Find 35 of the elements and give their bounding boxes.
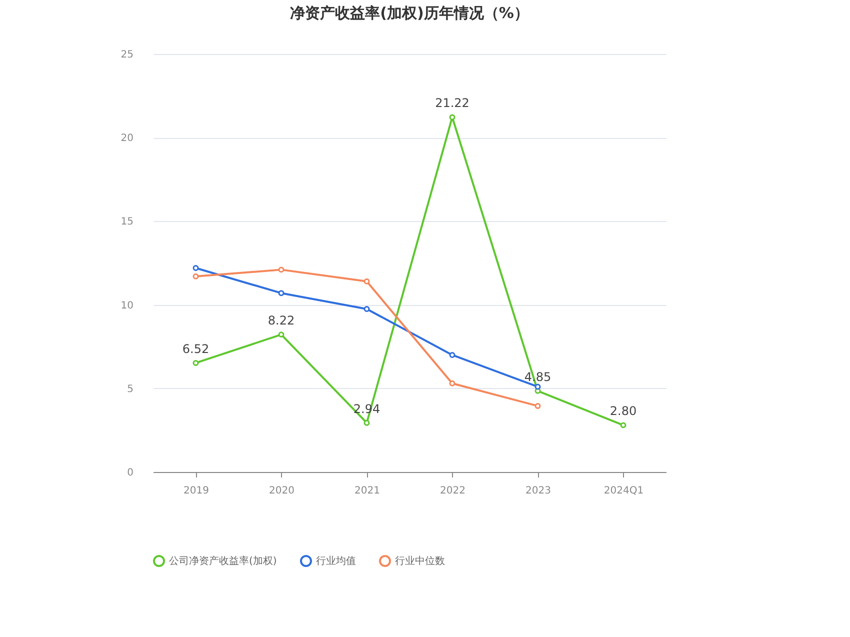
point	[449, 352, 456, 358]
point	[364, 278, 370, 284]
y-tick-label: 5	[127, 384, 134, 395]
point	[278, 266, 284, 273]
y-tick-label: 25	[120, 50, 134, 60]
point	[534, 384, 541, 390]
x-tick-label: 2022	[440, 486, 466, 496]
data-label: 2.80	[610, 404, 637, 418]
point	[192, 360, 199, 366]
chart-title: 净资产收益率(加权)历年情况（%）	[290, 4, 529, 22]
data-label: 8.22	[268, 314, 295, 328]
x-tick-label: 2021	[354, 486, 380, 496]
legend-label: 公司净资产收益率(加权)	[169, 555, 277, 567]
point	[534, 402, 541, 409]
point	[192, 265, 199, 271]
point	[364, 420, 370, 426]
point	[449, 380, 456, 386]
y-tick-label: 0	[127, 468, 134, 478]
point	[192, 273, 199, 280]
point	[278, 290, 284, 296]
point	[364, 306, 370, 312]
point	[620, 422, 626, 428]
point	[449, 114, 456, 120]
y-tick-label: 15	[120, 216, 134, 228]
legend-label: 行业中位数	[395, 555, 445, 567]
x-tick-label: 2023	[526, 486, 551, 496]
x-tick-label: 2020	[269, 486, 294, 496]
x-tick-label: 2019	[184, 486, 209, 496]
y-tick-label: 20	[120, 133, 134, 144]
legend-label: 行业均值	[316, 555, 356, 567]
x-tick-label: 2024Q1	[604, 486, 644, 496]
data-label: 6.52	[182, 342, 210, 356]
point	[278, 332, 284, 338]
y-tick-label: 10	[120, 300, 134, 312]
data-label: 21.22	[435, 96, 470, 110]
